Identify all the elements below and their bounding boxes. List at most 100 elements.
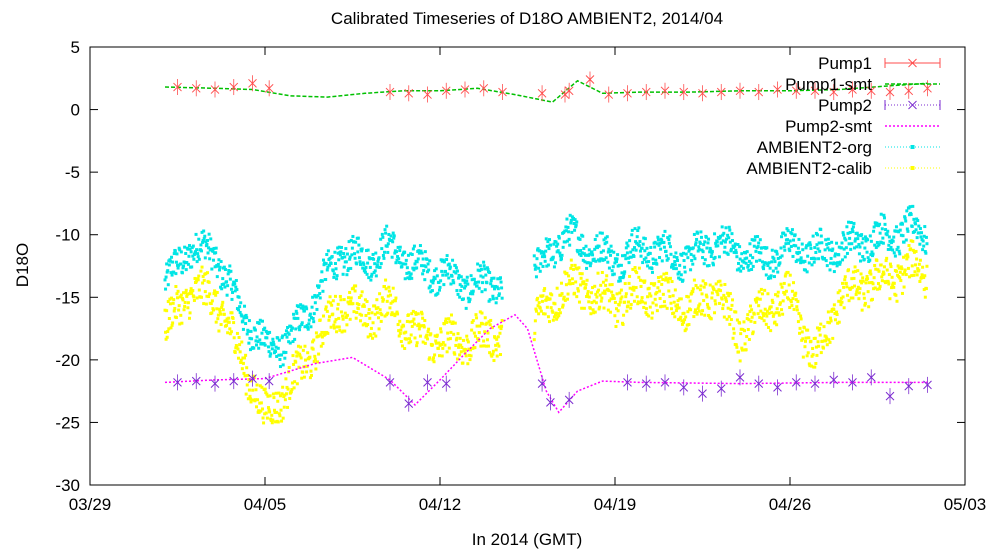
data-point bbox=[270, 413, 274, 417]
data-point bbox=[661, 292, 665, 296]
data-point bbox=[560, 257, 563, 261]
data-point bbox=[872, 287, 876, 291]
legend-label: AMBIENT2-calib bbox=[746, 159, 872, 178]
data-point bbox=[497, 344, 501, 348]
data-point bbox=[458, 283, 462, 287]
data-point bbox=[329, 262, 333, 266]
data-point bbox=[336, 307, 340, 311]
data-point bbox=[351, 234, 355, 238]
data-point bbox=[787, 241, 791, 245]
data-point bbox=[541, 264, 545, 268]
data-point bbox=[851, 230, 855, 234]
data-point bbox=[545, 264, 549, 268]
data-point bbox=[286, 326, 290, 330]
data-point bbox=[632, 288, 636, 292]
data-point bbox=[670, 280, 674, 284]
data-point bbox=[806, 351, 810, 355]
data-point bbox=[568, 243, 572, 247]
data-point bbox=[534, 307, 538, 311]
data-point bbox=[363, 298, 367, 302]
data-point bbox=[442, 283, 446, 287]
data-point bbox=[411, 319, 415, 323]
data-point bbox=[778, 255, 782, 259]
data-point bbox=[442, 322, 446, 326]
data-point bbox=[421, 316, 425, 320]
data-point bbox=[278, 358, 282, 362]
data-point bbox=[713, 232, 717, 236]
data-point bbox=[686, 295, 690, 299]
data-point bbox=[833, 252, 837, 256]
data-point bbox=[920, 276, 924, 280]
data-point bbox=[722, 315, 726, 319]
data-point bbox=[232, 336, 236, 340]
data-point bbox=[172, 298, 176, 302]
data-point bbox=[391, 286, 395, 290]
data-point bbox=[904, 219, 908, 223]
data-point bbox=[260, 319, 264, 323]
data-point bbox=[783, 292, 787, 296]
data-point bbox=[413, 262, 417, 266]
data-point bbox=[881, 270, 885, 274]
data-point bbox=[244, 353, 248, 357]
data-point bbox=[295, 382, 299, 386]
tick-labels: 03/29 04/05 04/12 04/19 04/26 05/0350-5-10-15… bbox=[55, 38, 986, 514]
data-point bbox=[612, 272, 616, 276]
data-point bbox=[179, 313, 183, 317]
data-point bbox=[306, 325, 310, 329]
data-point bbox=[765, 309, 769, 313]
data-point bbox=[174, 260, 178, 264]
data-point bbox=[605, 274, 609, 278]
data-point bbox=[470, 278, 474, 282]
data-point bbox=[359, 319, 363, 323]
data-point bbox=[359, 262, 363, 266]
data-point bbox=[799, 314, 803, 318]
data-point bbox=[405, 271, 409, 275]
data-point bbox=[592, 299, 596, 303]
data-point bbox=[203, 290, 207, 294]
data-point bbox=[873, 264, 877, 268]
data-point bbox=[608, 283, 612, 287]
chart-title: Calibrated Timeseries of D18O AMBIENT2, … bbox=[331, 9, 723, 28]
data-point bbox=[549, 243, 553, 247]
data-point bbox=[249, 397, 253, 401]
data-point bbox=[580, 272, 584, 276]
data-point bbox=[425, 333, 429, 337]
data-point bbox=[698, 302, 702, 306]
data-point bbox=[637, 266, 641, 270]
data-point bbox=[363, 270, 367, 274]
data-point bbox=[461, 297, 465, 301]
data-point bbox=[534, 275, 538, 279]
plot-frame bbox=[89, 46, 966, 486]
data-point bbox=[818, 333, 822, 337]
data-point bbox=[373, 312, 377, 316]
data-point bbox=[762, 267, 766, 271]
data-point bbox=[650, 316, 654, 320]
data-point bbox=[310, 373, 314, 377]
data-point bbox=[757, 290, 761, 294]
data-point bbox=[244, 392, 248, 396]
data-point bbox=[215, 307, 219, 311]
data-point bbox=[797, 237, 801, 241]
data-point bbox=[924, 251, 928, 255]
data-point bbox=[274, 391, 278, 395]
data-point bbox=[463, 280, 467, 284]
data-point bbox=[699, 235, 703, 239]
data-point bbox=[381, 299, 385, 303]
data-point bbox=[390, 311, 394, 315]
data-point bbox=[865, 250, 869, 254]
data-point bbox=[205, 242, 209, 246]
data-point bbox=[259, 401, 263, 405]
data-point bbox=[257, 321, 261, 325]
data-point bbox=[548, 238, 552, 242]
data-point bbox=[660, 259, 664, 263]
data-point bbox=[841, 258, 845, 262]
data-point bbox=[866, 290, 870, 294]
data-point bbox=[900, 222, 904, 226]
data-point bbox=[712, 288, 716, 292]
data-point bbox=[269, 419, 273, 423]
data-point bbox=[900, 267, 904, 271]
data-point bbox=[786, 270, 790, 274]
data-point-cross bbox=[229, 82, 239, 92]
y-axis-label: D18O bbox=[13, 243, 32, 287]
data-point bbox=[569, 266, 573, 270]
